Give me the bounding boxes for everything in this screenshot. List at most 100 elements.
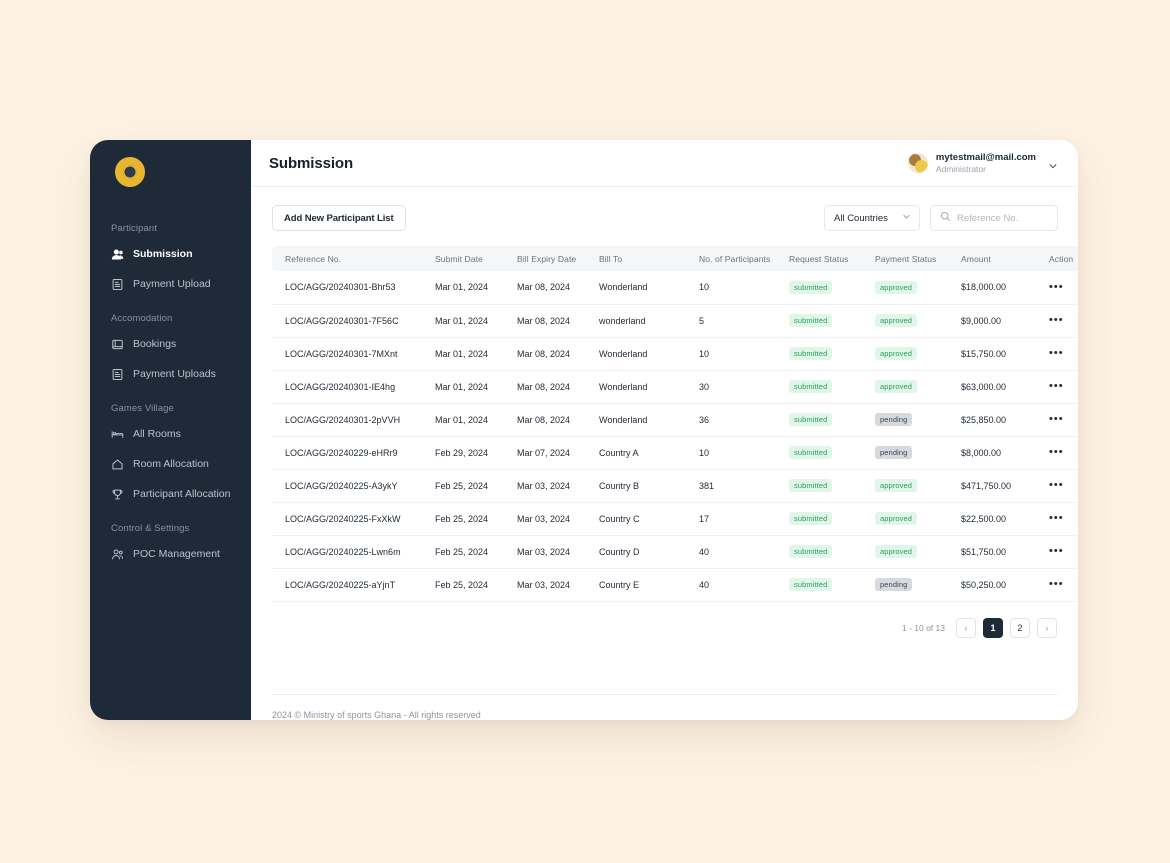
sidebar-item-bookings[interactable]: Bookings [90,331,251,357]
reference-cell: LOC/AGG/20240225-Lwn6m [272,535,422,569]
row-actions-menu-button[interactable]: ••• [1049,512,1064,524]
sidebar: Participant Submission Payment Upload Accom… [90,140,251,720]
country-filter-value: All Countries [834,212,888,224]
sidebar-item-payment-uploads[interactable]: Payment Uploads [90,361,251,387]
content-area: Add New Participant List All Countries R… [251,187,1078,638]
reference-cell: LOC/AGG/20240225-FxXkW [272,502,422,536]
row-actions-menu-button[interactable]: ••• [1049,479,1064,491]
bill-to-cell: Country D [586,535,686,569]
submit-date-cell: Feb 25, 2024 [422,502,504,536]
status-badge: pending [875,578,913,591]
bill-to-cell: Country B [586,469,686,503]
bill-expiry-date-cell: Mar 03, 2024 [504,568,586,602]
bill-to-cell: Country C [586,502,686,536]
logo-container [90,140,251,187]
request-status-cell: submitted [776,370,862,404]
status-badge: submitted [789,479,833,492]
amount-cell: $51,750.00 [948,535,1036,569]
request-status-cell: submitted [776,304,862,338]
payment-status-cell: approved [862,370,948,404]
payment-status-cell: pending [862,403,948,437]
sidebar-item-all-rooms[interactable]: All Rooms [90,421,251,447]
action-cell: ••• [1036,568,1078,602]
row-actions-menu-button[interactable]: ••• [1049,446,1064,458]
footer: 2024 © Ministry of sports Ghana - All ri… [272,694,1058,720]
column-header: Action [1036,246,1078,271]
spacer [251,450,1078,695]
bill-expiry-date-cell: Mar 08, 2024 [504,370,586,404]
row-actions-menu-button[interactable]: ••• [1049,545,1064,557]
sidebar-item-label: Room Allocation [133,458,209,470]
bill-to-cell: Country A [586,436,686,470]
reference-cell: LOC/AGG/20240301-7F56C [272,304,422,338]
row-actions-menu-button[interactable]: ••• [1049,578,1064,590]
bill-expiry-date-cell: Mar 03, 2024 [504,535,586,569]
row-actions-menu-button[interactable]: ••• [1049,280,1064,293]
amount-cell: $471,750.00 [948,469,1036,503]
pagination-page-2[interactable]: 2 [1010,617,1030,638]
status-badge: submitted [789,413,833,426]
submit-date-cell: Feb 29, 2024 [422,436,504,470]
toolbar-right: All Countries Reference No. [824,205,1058,231]
table-row: LOC/AGG/20240225-FxXkW Feb 25, 2024 Mar 03… [272,502,1078,536]
row-actions-menu-button[interactable]: ••• [1049,347,1064,359]
payment-status-cell: approved [862,304,948,338]
pagination-page-1[interactable]: 1 [983,617,1003,638]
action-cell: ••• [1036,436,1078,470]
home-icon [111,458,124,471]
search-input[interactable]: Reference No. [930,205,1058,231]
action-cell: ••• [1036,304,1078,338]
pagination-prev-button[interactable]: ‹ [956,617,976,638]
column-header: Amount [948,246,1036,271]
row-actions-menu-button[interactable]: ••• [1049,413,1064,425]
sidebar-item-payment-upload[interactable]: Payment Upload [90,271,251,297]
chevron-down-icon [902,212,911,224]
submit-date-cell: Feb 25, 2024 [422,469,504,503]
sidebar-item-poc-management[interactable]: POC Management [90,541,251,567]
action-cell: ••• [1036,535,1078,569]
user-email: mytestmail@mail.com [935,151,1036,163]
pagination-next-button[interactable]: › [1037,617,1057,638]
request-status-cell: submitted [776,403,862,437]
bill-to-cell: Wonderland [586,337,686,371]
bill-to-cell: Wonderland [586,370,686,404]
sidebar-item-room-allocation[interactable]: Room Allocation [90,451,251,477]
table-row: LOC/AGG/20240225-aYjnT Feb 25, 2024 Mar 03… [272,568,1078,602]
action-cell: ••• [1036,502,1078,536]
status-badge: submitted [789,545,833,558]
reference-cell: LOC/AGG/20240301-IE4hg [272,370,422,404]
user-menu[interactable]: mytestmail@mail.com Administrator [907,151,1058,175]
amount-cell: $50,250.00 [948,568,1036,602]
pagination-info: 1 - 10 of 13 [901,622,945,633]
bill-expiry-date-cell: Mar 07, 2024 [504,436,586,470]
app-window: Participant Submission Payment Upload Accom… [90,140,1078,720]
table-row: LOC/AGG/20240301-IE4hg Mar 01, 2024 Mar 08… [272,370,1078,404]
request-status-cell: submitted [776,469,862,503]
row-actions-menu-button[interactable]: ••• [1049,314,1064,326]
reference-cell: LOC/AGG/20240301-Bhr53 [272,271,422,305]
sidebar-item-label: Bookings [133,338,177,350]
amount-cell: $25,850.00 [948,403,1036,437]
user-role: Administrator [935,163,986,174]
amount-cell: $15,750.00 [948,337,1036,371]
chevron-down-icon[interactable] [1048,158,1058,169]
payment-status-cell: pending [862,568,948,602]
bill-to-cell: wonderland [586,304,686,338]
table-row: LOC/AGG/20240301-2pVVH Mar 01, 2024 Mar 08… [272,403,1078,437]
country-filter-select[interactable]: All Countries [824,205,920,231]
avatar [907,153,928,173]
participants-cell: 40 [686,568,776,602]
search-placeholder: Reference No. [957,212,1019,224]
sidebar-item-label: POC Management [133,548,220,560]
sidebar-section-label: Participant [111,223,157,234]
status-badge: approved [875,380,918,393]
add-new-participant-list-button[interactable]: Add New Participant List [272,205,406,231]
sidebar-item-submission[interactable]: Submission [90,241,251,267]
row-actions-menu-button[interactable]: ••• [1049,380,1064,392]
reference-cell: LOC/AGG/20240301-2pVVH [272,403,422,437]
sidebar-item-label: Participant Allocation [133,488,231,500]
participants-cell: 10 [686,271,776,305]
sidebar-item-participant-allocation[interactable]: Participant Allocation [90,481,251,507]
